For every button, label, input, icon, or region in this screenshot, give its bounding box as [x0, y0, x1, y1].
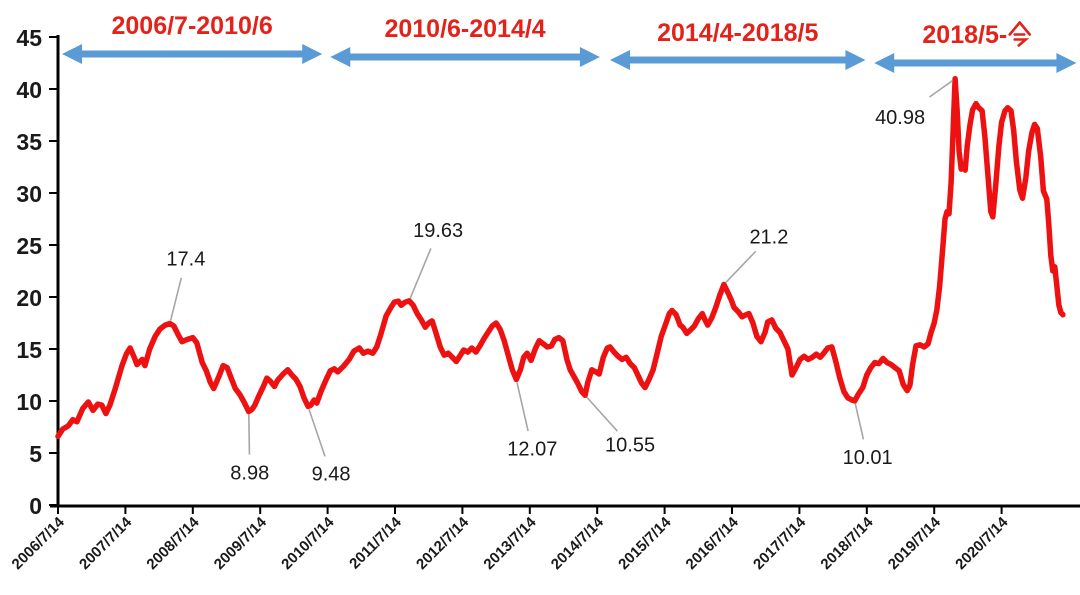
period-label: 2006/7-2010/6: [111, 12, 272, 40]
annotation-label: 9.48: [312, 463, 351, 485]
y-tick-label: 45: [16, 25, 42, 51]
x-tick-label: 2015/7/14: [615, 513, 675, 573]
jin-character-glyph: [1008, 21, 1032, 47]
x-tick-label: 2006/7/14: [9, 513, 69, 573]
annotation-label: 40.98: [875, 107, 925, 129]
price-line: [55, 76, 1066, 440]
period: 2010/6-2014/4: [330, 15, 600, 67]
arrow-head-left: [610, 50, 631, 70]
x-tick-label: 2019/7/14: [885, 513, 945, 573]
y-tick-label: 0: [29, 493, 42, 519]
y-tick-label: 30: [16, 181, 42, 207]
x-tick-label: 2020/7/14: [952, 513, 1012, 573]
leader-line: [247, 414, 251, 455]
x-tick-label: 2017/7/14: [750, 513, 810, 573]
arrow-head-right: [579, 47, 600, 67]
period-label: 2010/6-2014/4: [384, 15, 545, 43]
arrow-head-left: [62, 44, 83, 64]
x-tick-label: 2009/7/14: [211, 513, 271, 573]
leader-line: [409, 248, 432, 299]
x-tick-label: 2013/7/14: [480, 513, 540, 573]
y-tick-label: 5: [29, 441, 42, 467]
leader-line: [586, 396, 618, 432]
y-tick-label: 15: [16, 337, 42, 363]
annotation-label: 10.55: [605, 434, 655, 456]
period: 2014/4-2018/5: [610, 19, 866, 70]
arrow-head-left: [330, 47, 351, 67]
arrow-head-left: [874, 53, 895, 73]
glyph-stroke: [1013, 38, 1030, 47]
period-label: 2014/4-2018/5: [657, 19, 818, 47]
annotation-label: 8.98: [230, 463, 269, 485]
period-annotations: 2006/7-2010/6 2010/6-2014/4 2014/4-2018/5 2…: [62, 12, 1077, 73]
x-tick-label: 2012/7/14: [413, 513, 473, 573]
x-tick-label: 2010/7/14: [278, 513, 338, 573]
glyph-stroke: [1008, 21, 1022, 36]
period: 2006/7-2010/6: [62, 12, 323, 64]
y-tick-label: 20: [16, 285, 42, 311]
y-tick-label: 25: [16, 233, 42, 259]
period: 2018/5-: [874, 21, 1077, 73]
x-tick-label: 2014/7/14: [548, 513, 608, 573]
x-tick-label: 2008/7/14: [143, 513, 203, 573]
arrow-shaft: [627, 56, 849, 64]
leader-line: [928, 79, 954, 98]
annotation-label: 12.07: [507, 438, 557, 460]
period-label: 2018/5-: [922, 21, 1007, 49]
arrow-head-right: [302, 44, 323, 64]
annotation-label: 17.4: [166, 249, 205, 271]
leader-line: [516, 382, 529, 432]
x-tick-label: 2011/7/14: [346, 513, 405, 572]
x-tick-label: 2016/7/14: [683, 513, 743, 573]
glyph-stroke: [1018, 21, 1032, 36]
annotation-label: 19.63: [413, 220, 463, 242]
leader-line: [854, 403, 865, 440]
value-annotations: 17.4 8.98 9.48 19.63 12.07 10.55 21.2 10.01 40.9…: [166, 79, 954, 485]
arrow-head-right: [845, 50, 866, 70]
arrow-shaft: [347, 53, 583, 61]
y-tick-label: 40: [16, 77, 42, 103]
annotation-label: 21.2: [749, 227, 788, 249]
annotation-label: 10.01: [843, 447, 893, 469]
leader-line: [725, 250, 757, 283]
y-tick-label: 10: [16, 389, 42, 415]
arrow-shaft: [891, 59, 1060, 67]
arrow-shaft: [79, 50, 306, 58]
leader-line: [169, 277, 183, 321]
arrow-head-right: [1056, 53, 1077, 73]
leader-line: [308, 408, 326, 457]
y-tick-label: 35: [16, 129, 42, 155]
x-tick-label: 2007/7/14: [76, 513, 136, 573]
x-tick-label: 2018/7/14: [817, 513, 877, 573]
